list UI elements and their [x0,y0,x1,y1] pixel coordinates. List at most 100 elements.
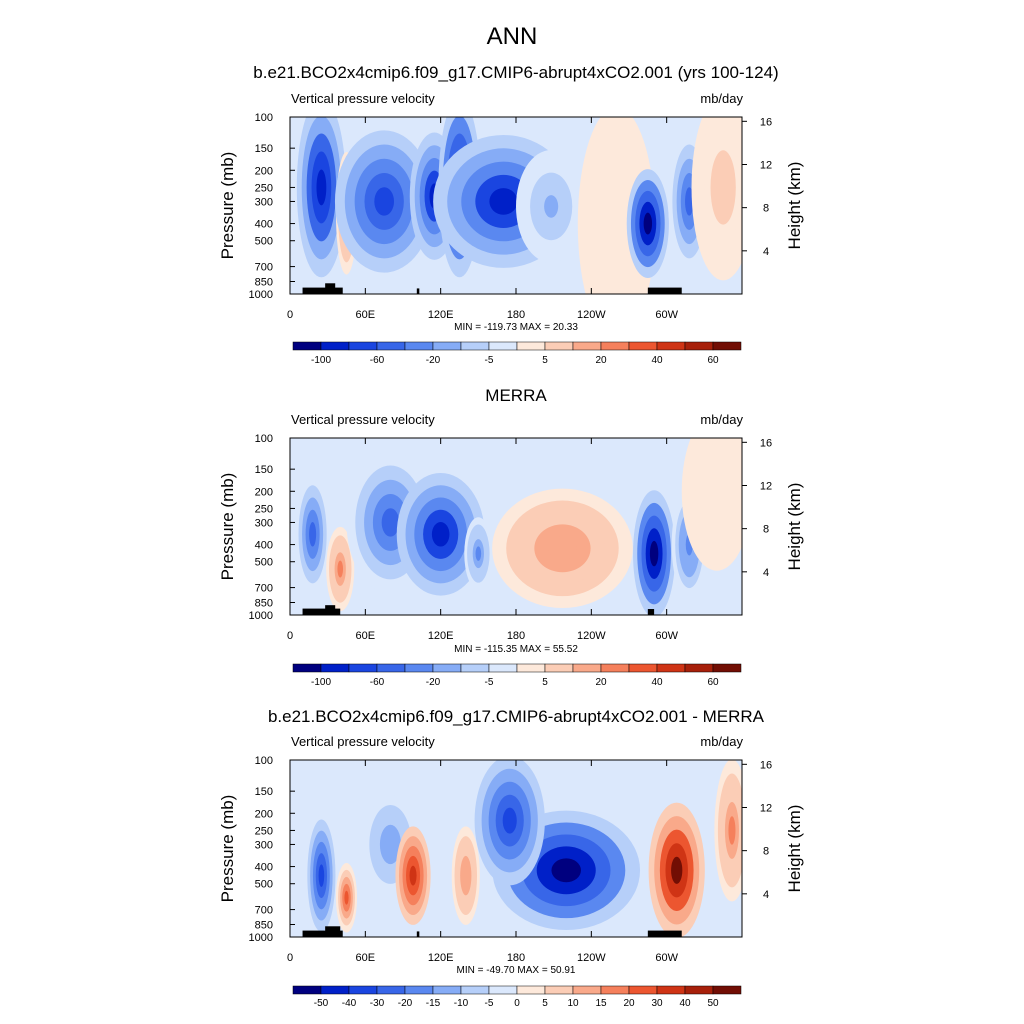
colorbar-label: -60 [370,677,385,688]
y-tick-label: 1000 [249,289,273,301]
colorbar-swatch [656,663,686,673]
colorbar-label: -15 [426,998,441,1009]
colorbar-swatch [628,341,658,351]
y-right-axis-label: Height (km) [785,483,804,571]
colorbar-swatch [684,985,714,995]
x-tick-label: 0 [287,309,293,321]
colorbar-label: -60 [370,355,385,366]
colorbar-label: 40 [651,355,663,366]
colorbar-swatch [600,341,630,351]
contour-blob [344,890,349,905]
colorbar-label: -30 [370,998,385,1009]
contour-blob [685,187,694,216]
colorbar-label: 15 [595,998,607,1009]
colorbar-swatch [488,663,518,673]
colorbar-swatch [572,985,602,995]
colorbar-swatch [572,341,602,351]
colorbar-label: 20 [595,355,607,366]
y-axis-label: Pressure (mb) [218,152,237,260]
topography-bar [325,605,336,615]
colorbar-swatch [404,663,434,673]
colorbar: -50 -40 -30 -20 -15 -10 -5 0 5 10 15 20 30 40 50 [292,985,742,1009]
colorbar-swatch [488,341,518,351]
colorbar-label: 5 [542,677,548,688]
x-tick-label: 0 [287,952,293,964]
x-tick-label: 120W [577,309,606,321]
y-axis-label: Pressure (mb) [218,473,237,581]
colorbar-swatch [292,341,322,351]
colorbar-label: 60 [707,677,719,688]
topography-bar [325,926,341,937]
contour-blob [374,187,395,216]
topography-bar [416,931,420,937]
colorbar-swatch [712,663,742,673]
colorbar-swatch [572,663,602,673]
y-tick-label: 200 [255,486,273,498]
panel-title: MERRA [485,386,547,405]
y-tick-label: 250 [255,503,273,515]
y-tick-label: 300 [255,839,273,851]
y-right-tick-label: 4 [763,246,769,258]
contour-blob [318,864,325,887]
colorbar-swatch [628,985,658,995]
colorbar-swatch [432,985,462,995]
y-right-tick-label: 12 [760,802,772,814]
colorbar-swatch [404,985,434,995]
colorbar-label: -20 [426,355,441,366]
min-max-stats: MIN = -119.73 MAX = 20.33 [454,322,578,333]
y-right-axis-label: Height (km) [785,162,804,250]
colorbar-swatch [460,341,490,351]
colorbar-swatch [544,663,574,673]
figure-title: ANN [487,23,538,50]
y-tick-label: 250 [255,825,273,837]
colorbar-swatch [432,341,462,351]
colorbar-swatch [348,985,378,995]
contour-blob [431,522,450,547]
colorbar-label: -5 [485,677,494,688]
colorbar-swatch [656,341,686,351]
y-tick-label: 200 [255,808,273,820]
colorbar-label: 20 [595,677,607,688]
y-right-tick-label: 8 [763,524,769,536]
variable-label: Vertical pressure velocity [291,734,435,749]
contour-blob [381,508,400,537]
colorbar-label: -10 [454,998,469,1009]
contour-blob [337,560,344,578]
colorbar-label: -5 [485,998,494,1009]
contour-blob [548,536,577,561]
y-tick-label: 500 [255,236,273,248]
colorbar-label: -40 [342,998,357,1009]
x-tick-label: 120W [577,952,606,964]
contour-blob [385,834,396,855]
y-tick-label: 1000 [249,932,273,944]
y-tick-label: 850 [255,920,273,932]
panel-3: b.e21.BCO2x4cmip6.f09_g17.CMIP6-abrupt4x… [218,707,804,1009]
colorbar-label: -100 [311,355,331,366]
x-tick-label: 120E [428,952,454,964]
y-right-tick-label: 16 [760,759,772,771]
panel-title: b.e21.BCO2x4cmip6.f09_g17.CMIP6-abrupt4x… [253,63,778,82]
x-tick-label: 180 [507,309,525,321]
y-tick-label: 150 [255,464,273,476]
topography-bar [416,288,420,294]
min-max-stats: MIN = -115.35 MAX = 55.52 [454,644,578,655]
x-tick-label: 0 [287,630,293,642]
colorbar-label: 40 [651,677,663,688]
colorbar-swatch [516,663,546,673]
y-tick-label: 100 [255,755,273,767]
colorbar-swatch [628,663,658,673]
colorbar-swatch [432,663,462,673]
y-right-tick-label: 8 [763,203,769,215]
y-tick-label: 1000 [249,610,273,622]
colorbar-label: 60 [707,355,719,366]
colorbar-swatch [404,341,434,351]
y-right-tick-label: 16 [760,116,772,128]
colorbar-swatch [684,663,714,673]
y-tick-label: 500 [255,879,273,891]
field-contours [296,117,742,294]
y-tick-label: 850 [255,598,273,610]
contour-blob [551,858,581,883]
y-tick-label: 700 [255,262,273,274]
colorbar-swatch [348,663,378,673]
y-right-tick-label: 4 [763,567,769,579]
